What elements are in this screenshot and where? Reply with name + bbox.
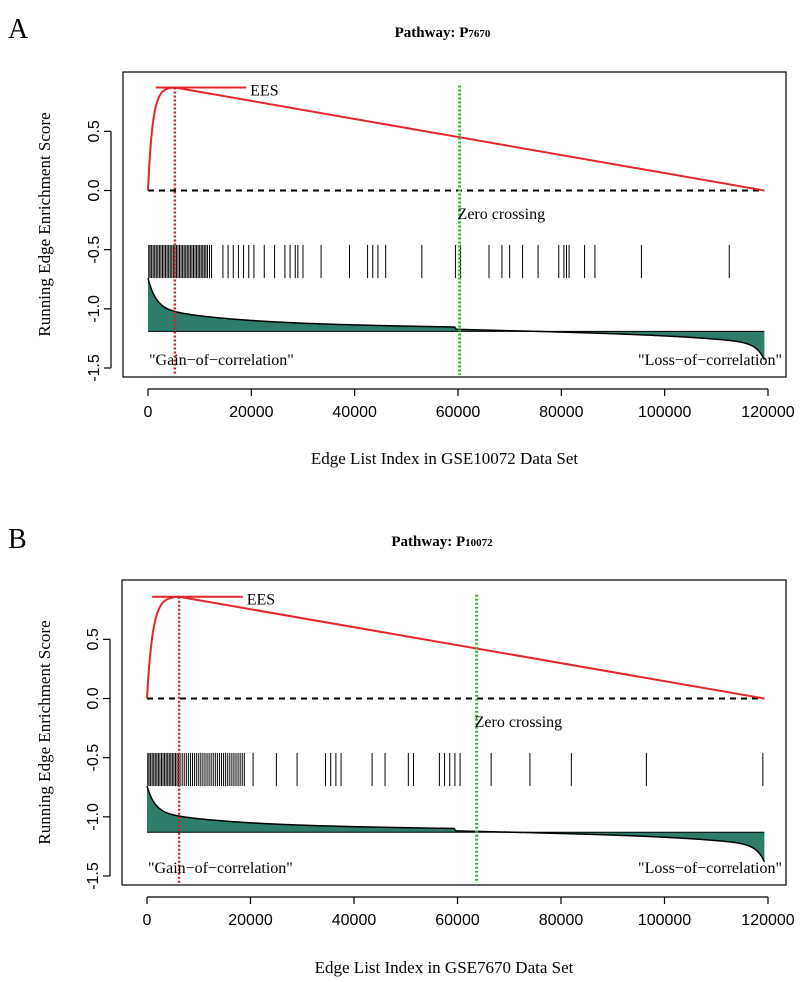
chart-title-prefix: Pathway: P: [391, 534, 465, 550]
chart-title-prefix: Pathway: P: [395, 25, 469, 41]
chart-title: Pathway: P7670: [395, 25, 491, 41]
zero-crossing-label: Zero crossing: [475, 714, 563, 731]
y-tick-label: -1.0: [85, 803, 102, 831]
chart-title-subscript: 7670: [468, 28, 491, 40]
x-tick-label: 40000: [332, 912, 377, 929]
x-tick-label: 20000: [228, 912, 273, 929]
edge-barcode: [147, 752, 764, 787]
panel-label: B: [8, 524, 27, 555]
y-tick-label: 0.0: [86, 179, 103, 201]
ees-label: EES: [247, 592, 275, 609]
chart-title: Pathway: P10072: [391, 534, 493, 550]
y-tick-label: 0.5: [85, 628, 102, 650]
chart-panel-a: A Pathway: P7670 EES Zero crossing "Gain−of−…: [8, 14, 795, 468]
x-tick-label: 120000: [741, 912, 794, 929]
loss-of-correlation-label: "Loss−of−correlation": [638, 352, 782, 369]
x-tick-label: 0: [143, 912, 152, 929]
x-tick-label: 100000: [638, 912, 691, 929]
y-tick-label: -1.5: [85, 862, 102, 890]
x-tick-label: 20000: [229, 404, 274, 421]
x-tick-label: 100000: [638, 404, 691, 421]
x-axis-title: Edge List Index in GSE10072 Data Set: [311, 449, 579, 468]
correlation-fill: [148, 278, 765, 360]
y-tick-label: -0.5: [85, 744, 102, 772]
gain-of-correlation-label: "Gain−of−correlation": [148, 860, 293, 877]
y-tick-label: 0.5: [86, 120, 103, 142]
x-axis-title: Edge List Index in GSE7670 Data Set: [315, 958, 574, 977]
enrichment-score-curve: [147, 86, 765, 192]
plot-frame: [122, 71, 787, 378]
correlation-curve: [146, 785, 766, 863]
x-tick-label: 40000: [332, 404, 377, 421]
plot-frame: [121, 579, 787, 886]
correlation-fill: [147, 786, 765, 862]
y-tick-label: -0.5: [86, 236, 103, 264]
correlation-curve: [147, 277, 766, 361]
x-tick-label: 60000: [435, 912, 480, 929]
edge-barcode: [148, 244, 730, 279]
loss-of-correlation-label: "Loss−of−correlation": [638, 860, 782, 877]
ees-label: EES: [250, 83, 278, 100]
chart-title-subscript: 10072: [465, 537, 493, 549]
chart-panel-b: B Pathway: P10072 EES Zero crossing "Gain−of…: [8, 524, 795, 977]
x-tick-label: 0: [144, 404, 153, 421]
zero-crossing-label: Zero crossing: [458, 206, 546, 223]
x-tick-label: 80000: [539, 404, 584, 421]
y-axis-title: Running Edge Enrichment Score: [35, 620, 54, 844]
y-tick-label: 0.0: [85, 687, 102, 709]
x-tick-label: 120000: [741, 404, 794, 421]
panel-label: A: [8, 14, 29, 45]
gain-of-correlation-label: "Gain−of−correlation": [149, 352, 294, 369]
x-tick-label: 80000: [539, 912, 584, 929]
y-axis-title: Running Edge Enrichment Score: [35, 112, 54, 336]
enrichment-score-curve: [146, 595, 765, 700]
y-tick-label: -1.0: [86, 295, 103, 323]
y-tick-label: -1.5: [86, 354, 103, 382]
x-tick-label: 60000: [436, 404, 481, 421]
